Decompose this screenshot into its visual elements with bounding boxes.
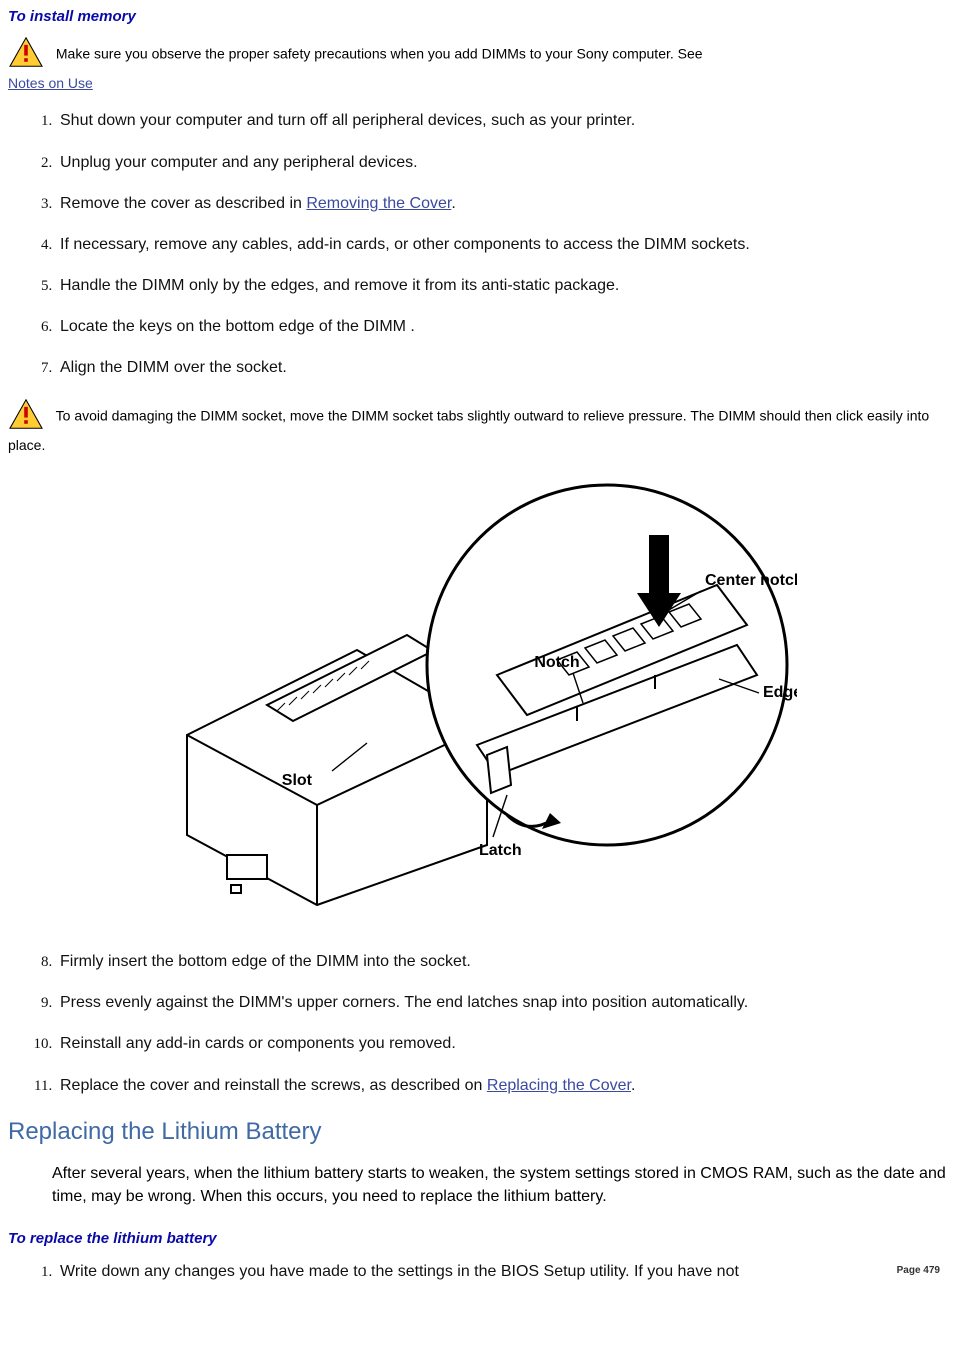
step-10: Reinstall any add-in cards or components…	[56, 1032, 946, 1055]
warning-icon	[8, 36, 44, 73]
step-6: Locate the keys on the bottom edge of th…	[56, 315, 946, 338]
replace-steps-list: Write down any changes you have made to …	[8, 1260, 946, 1283]
warning-safety: Make sure you observe the proper safety …	[8, 36, 946, 94]
diagram-label-slot: Slot	[282, 772, 313, 789]
replace-step-1: Write down any changes you have made to …	[56, 1260, 946, 1283]
link-notes-on-use[interactable]: Notes on Use	[8, 75, 93, 91]
step-4: If necessary, remove any cables, add-in …	[56, 233, 946, 256]
diagram-label-latch: Latch	[479, 842, 522, 859]
step-3-pre: Remove the cover as described in	[60, 195, 306, 212]
warning-icon	[8, 398, 44, 435]
warning-dimm-socket: To avoid damaging the DIMM socket, move …	[8, 398, 946, 456]
step-3-post: .	[451, 195, 455, 212]
diagram-label-center-notch: Center notch	[705, 572, 797, 589]
diagram-label-edge-connectors: Edge connectors	[763, 684, 797, 701]
step-1: Shut down your computer and turn off all…	[56, 109, 946, 132]
warning-safety-text: Make sure you observe the proper safety …	[56, 45, 703, 61]
step-2: Unplug your computer and any peripheral …	[56, 151, 946, 174]
step-9: Press evenly against the DIMM's upper co…	[56, 991, 946, 1014]
link-replacing-cover[interactable]: Replacing the Cover	[487, 1077, 631, 1094]
step-11: Replace the cover and reinstall the scre…	[56, 1074, 946, 1097]
heading-replace-battery: To replace the lithium battery	[8, 1228, 946, 1250]
install-steps-list-a: Shut down your computer and turn off all…	[8, 109, 946, 379]
battery-paragraph: After several years, when the lithium ba…	[52, 1162, 946, 1208]
step-11-post: .	[631, 1077, 635, 1094]
step-8: Firmly insert the bottom edge of the DIM…	[56, 950, 946, 973]
step-11-pre: Replace the cover and reinstall the scre…	[60, 1077, 487, 1094]
dimm-install-diagram: Slot Latch Notch Center notch Edge conne…	[8, 475, 946, 922]
page-number: Page 479	[897, 1264, 940, 1279]
step-3: Remove the cover as described in Removin…	[56, 192, 946, 215]
heading-install-memory: To install memory	[8, 6, 946, 28]
warning-dimm-text: To avoid damaging the DIMM socket, move …	[8, 407, 929, 453]
diagram-label-notch: Notch	[534, 654, 579, 671]
heading-replacing-battery: Replacing the Lithium Battery	[8, 1115, 946, 1150]
link-removing-cover[interactable]: Removing the Cover	[306, 195, 451, 212]
install-steps-list-b: Firmly insert the bottom edge of the DIM…	[8, 950, 946, 1097]
step-7: Align the DIMM over the socket.	[56, 356, 946, 379]
step-5: Handle the DIMM only by the edges, and r…	[56, 274, 946, 297]
